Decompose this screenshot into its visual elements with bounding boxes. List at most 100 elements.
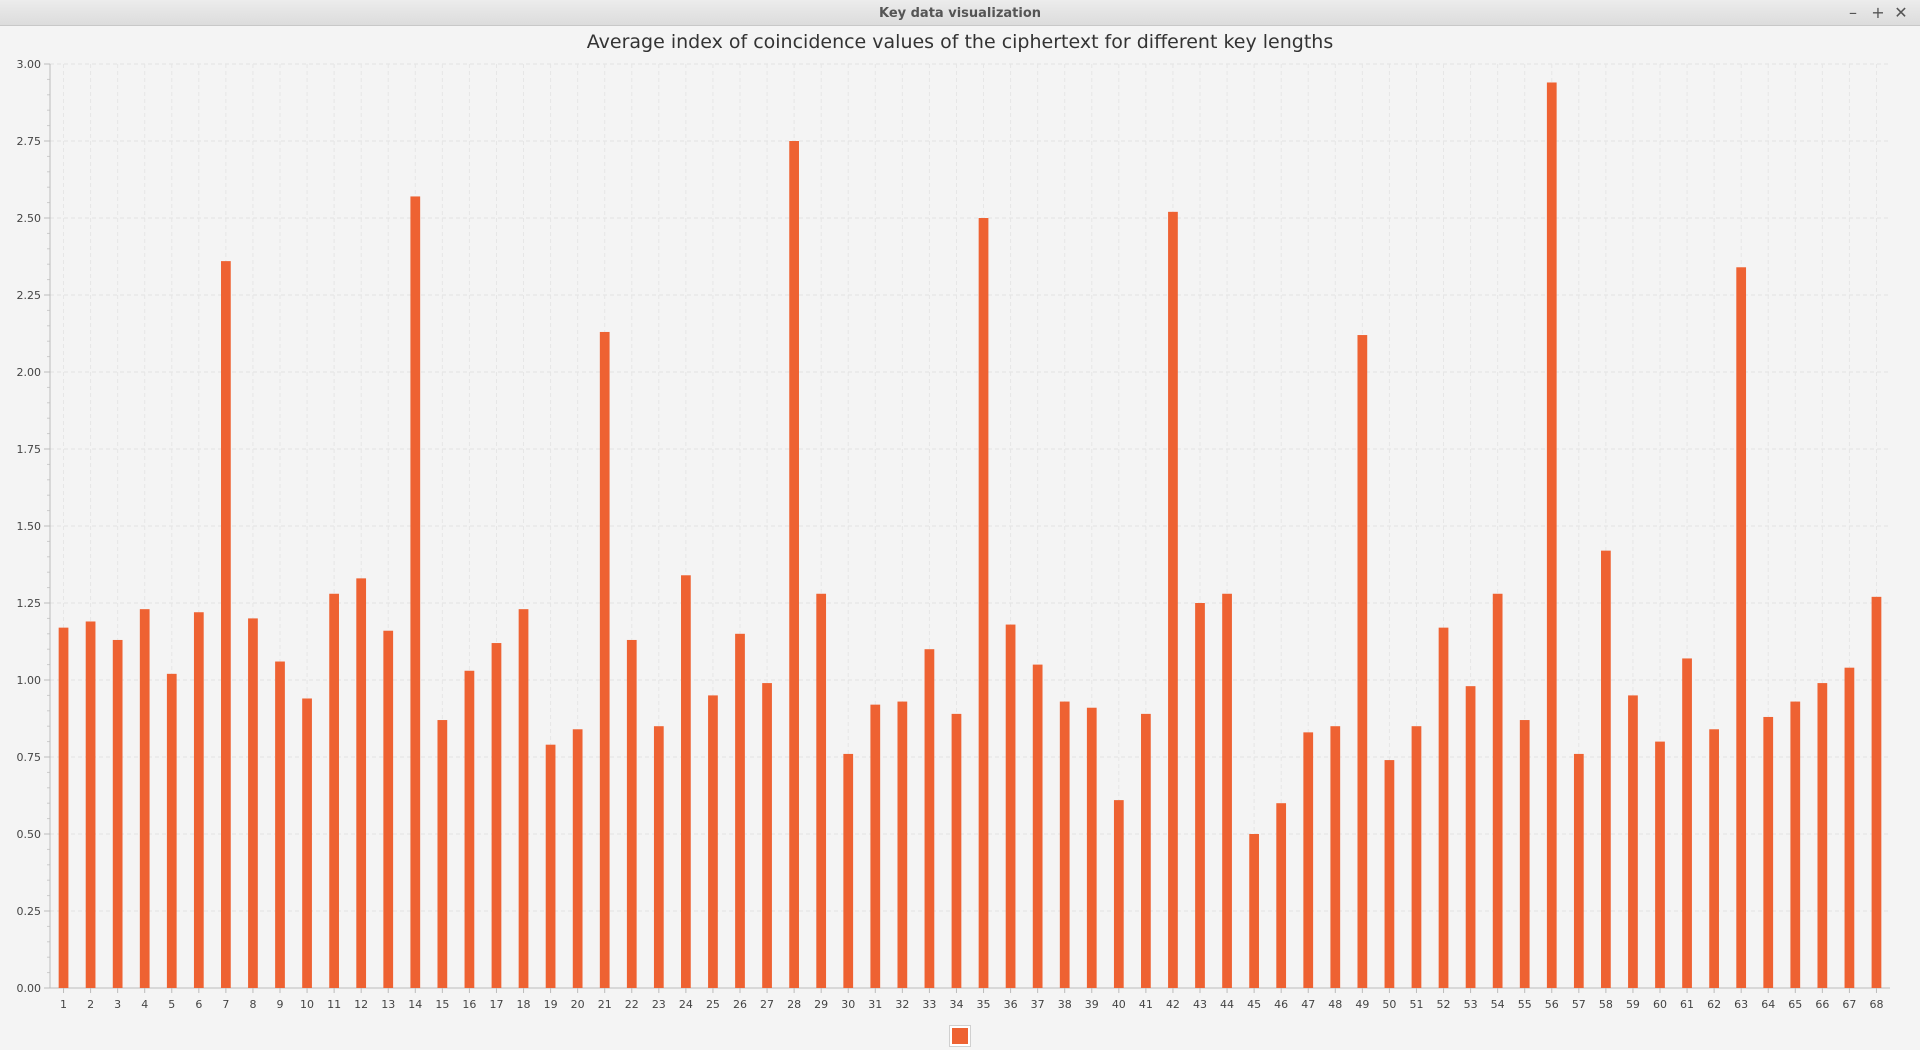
x-tick-label: 61 — [1680, 998, 1694, 1011]
x-tick-label: 5 — [168, 998, 175, 1011]
bar — [681, 575, 691, 988]
bar — [1276, 803, 1287, 988]
x-tick-label: 26 — [733, 998, 747, 1011]
bar — [1817, 683, 1828, 988]
x-tick-label: 11 — [327, 998, 341, 1011]
bar — [1655, 741, 1665, 988]
maximize-icon[interactable]: + — [1871, 3, 1885, 22]
legend-swatch — [950, 1026, 970, 1046]
window-title: Key data visualization — [878, 6, 1042, 21]
bar — [1790, 701, 1801, 988]
x-tick-label: 27 — [760, 998, 774, 1011]
x-tick-label: 53 — [1464, 998, 1478, 1011]
bar — [924, 649, 935, 988]
bar — [816, 593, 827, 988]
bar — [1438, 627, 1449, 988]
bar — [1330, 726, 1341, 988]
bar — [1546, 82, 1557, 989]
bar — [275, 661, 285, 988]
x-tick-label: 3 — [114, 998, 121, 1011]
bar — [139, 609, 150, 988]
bar — [545, 744, 556, 988]
x-tick-label: 57 — [1572, 998, 1586, 1011]
x-tick-label: 65 — [1788, 998, 1802, 1011]
x-tick-label: 45 — [1247, 998, 1261, 1011]
bar — [1086, 707, 1097, 988]
y-tick-label: 0.25 — [17, 905, 42, 918]
bar — [410, 196, 421, 988]
x-tick-label: 38 — [1058, 998, 1072, 1011]
bar — [870, 704, 881, 988]
y-tick-label: 2.50 — [17, 212, 42, 225]
bar — [383, 630, 394, 988]
bar — [221, 261, 231, 988]
x-tick-label: 20 — [571, 998, 585, 1011]
bar — [572, 729, 583, 988]
bar — [1763, 716, 1774, 988]
bar — [329, 593, 339, 988]
x-tick-label: 24 — [679, 998, 693, 1011]
x-tick-label: 66 — [1815, 998, 1829, 1011]
bar — [518, 609, 529, 988]
bar — [1249, 834, 1259, 988]
x-tick-label: 31 — [868, 998, 882, 1011]
bar — [1168, 211, 1178, 989]
x-tick-label: 47 — [1301, 998, 1315, 1011]
bar — [85, 621, 96, 988]
x-tick-label: 62 — [1707, 998, 1721, 1011]
x-tick-label: 59 — [1626, 998, 1640, 1011]
bar — [1357, 335, 1368, 988]
x-tick-label: 58 — [1599, 998, 1613, 1011]
bar — [708, 695, 718, 988]
x-tick-label: 25 — [706, 998, 720, 1011]
bar — [1032, 664, 1043, 988]
x-tick-label: 23 — [652, 998, 666, 1011]
bar — [1871, 596, 1882, 988]
x-tick-label: 15 — [435, 998, 449, 1011]
x-tick-label: 56 — [1545, 998, 1559, 1011]
x-tick-label: 7 — [222, 998, 229, 1011]
bar — [1628, 695, 1638, 988]
x-tick-label: 4 — [141, 998, 148, 1011]
x-tick-label: 37 — [1031, 998, 1045, 1011]
bar — [1005, 624, 1016, 988]
x-tick-label: 29 — [814, 998, 828, 1011]
x-tick-label: 2 — [87, 998, 94, 1011]
bar — [1709, 729, 1719, 988]
x-tick-label: 36 — [1004, 998, 1018, 1011]
bar — [1736, 267, 1747, 988]
y-tick-label: 1.00 — [17, 674, 42, 687]
bar — [491, 643, 502, 988]
x-tick-label: 46 — [1274, 998, 1288, 1011]
minimize-icon[interactable]: – — [1849, 3, 1857, 22]
x-tick-label: 13 — [381, 998, 395, 1011]
close-icon[interactable]: ✕ — [1894, 3, 1908, 22]
x-tick-label: 60 — [1653, 998, 1667, 1011]
bar — [193, 612, 204, 988]
bar — [762, 683, 772, 988]
bar — [464, 670, 475, 988]
x-tick-label: 19 — [544, 998, 558, 1011]
y-tick-label: 0.00 — [17, 982, 42, 995]
x-tick-label: 39 — [1085, 998, 1099, 1011]
x-tick-label: 51 — [1409, 998, 1423, 1011]
x-tick-label: 14 — [408, 998, 422, 1011]
bar — [1682, 658, 1692, 988]
x-tick-label: 30 — [841, 998, 855, 1011]
x-tick-label: 17 — [489, 998, 503, 1011]
x-tick-label: 6 — [195, 998, 202, 1011]
bar — [599, 331, 610, 989]
bar — [58, 627, 69, 988]
x-tick-label: 34 — [949, 998, 963, 1011]
x-tick-label: 49 — [1355, 998, 1369, 1011]
x-tick-label: 63 — [1734, 998, 1748, 1011]
x-tick-label: 9 — [277, 998, 284, 1011]
bar — [356, 578, 367, 988]
x-tick-label: 10 — [300, 998, 314, 1011]
y-tick-label: 2.75 — [17, 135, 42, 148]
x-tick-label: 64 — [1761, 998, 1775, 1011]
y-tick-label: 0.50 — [17, 828, 42, 841]
bar — [789, 141, 799, 988]
bar — [843, 753, 854, 988]
x-tick-label: 12 — [354, 998, 368, 1011]
